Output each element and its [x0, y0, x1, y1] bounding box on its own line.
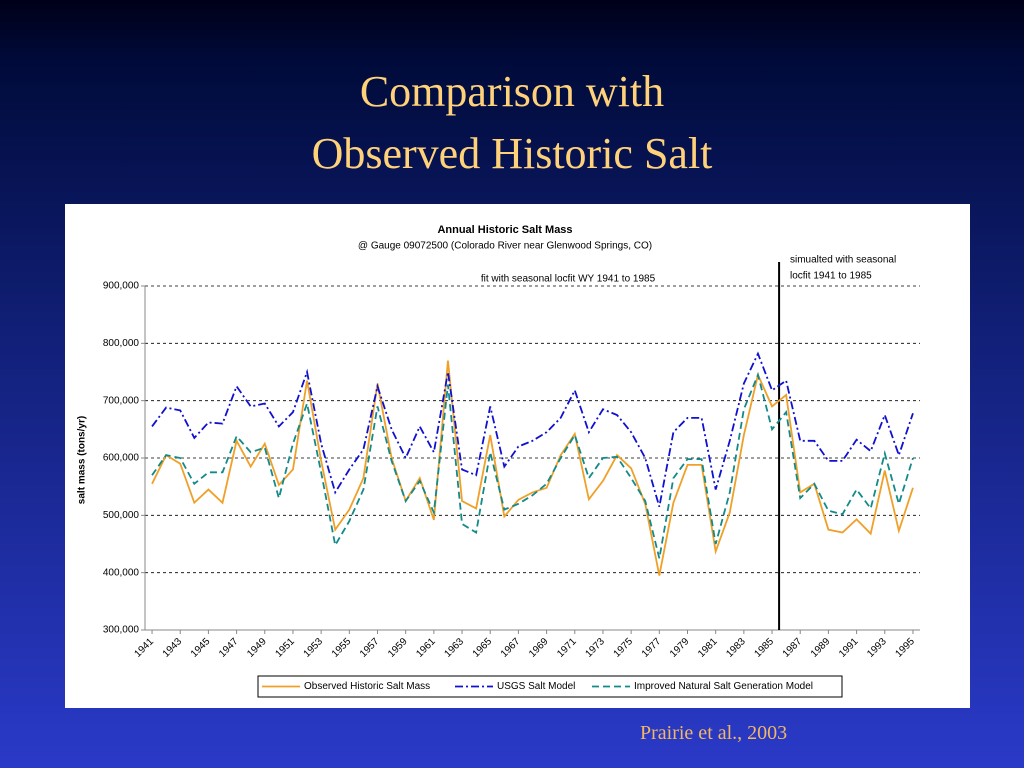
- series-line: [151, 351, 914, 507]
- x-tick-label: 1979: [668, 636, 692, 660]
- x-tick-label: 1985: [753, 636, 777, 660]
- x-tick-label: 1973: [583, 636, 607, 660]
- x-tick-label: 1961: [414, 636, 438, 660]
- annotation: fit with seasonal locfit WY 1941 to 1985: [481, 274, 656, 285]
- x-tick-label: 1977: [640, 636, 664, 660]
- x-tick-label: 1987: [781, 636, 805, 660]
- x-tick-label: 1949: [245, 636, 269, 660]
- x-tick-label: 1955: [330, 636, 354, 660]
- legend: [257, 675, 843, 698]
- x-tick-label: 1945: [189, 636, 213, 660]
- annotation: locfit 1941 to 1985: [790, 271, 872, 282]
- y-tick-label: 500,000: [103, 510, 140, 521]
- y-axis-label: salt mass (tons/yr): [77, 416, 88, 504]
- legend-label: USGS Salt Model: [497, 681, 575, 692]
- x-tick-label: 1951: [273, 636, 297, 660]
- legend-label: Observed Historic Salt Mass: [304, 681, 430, 692]
- chart-subtitle: @ Gauge 09072500 (Colorado River near Gl…: [358, 241, 652, 252]
- chart: Annual Historic Salt Mass @ Gauge 090725…: [65, 204, 970, 708]
- x-tick-label: 1941: [133, 636, 157, 660]
- y-tick-label: 900,000: [103, 281, 140, 292]
- x-tick-label: 1947: [217, 636, 241, 660]
- y-tick-label: 300,000: [103, 625, 140, 636]
- x-tick-label: 1989: [809, 636, 833, 660]
- legend-label: Improved Natural Salt Generation Model: [634, 681, 813, 692]
- annotation: simualted with seasonal: [790, 255, 896, 266]
- x-tick-label: 1995: [893, 636, 917, 660]
- x-tick-label: 1963: [443, 636, 467, 660]
- x-tick-label: 1959: [386, 636, 410, 660]
- chart-title: Annual Historic Salt Mass: [437, 224, 572, 236]
- x-tick-label: 1975: [612, 636, 636, 660]
- x-tick-label: 1971: [555, 636, 579, 660]
- slide-title: Comparison with: [359, 67, 665, 116]
- x-tick-label: 1993: [865, 636, 889, 660]
- y-tick-label: 700,000: [103, 395, 140, 406]
- x-tick-label: 1965: [471, 636, 495, 660]
- y-tick-label: 800,000: [103, 338, 140, 349]
- citation: Prairie et al., 2003: [640, 722, 788, 744]
- slide-title: Observed Historic Salt: [311, 129, 713, 178]
- series-line: [151, 360, 914, 576]
- x-tick-label: 1969: [527, 636, 551, 660]
- y-tick-label: 400,000: [103, 567, 140, 578]
- y-tick-label: 600,000: [103, 453, 140, 464]
- x-tick-label: 1953: [302, 636, 326, 660]
- series-line: [151, 372, 914, 559]
- x-tick-label: 1983: [724, 636, 748, 660]
- x-tick-label: 1957: [358, 636, 382, 660]
- x-tick-label: 1991: [837, 636, 861, 660]
- x-tick-label: 1981: [696, 636, 720, 660]
- x-tick-label: 1967: [499, 636, 523, 660]
- x-tick-label: 1943: [161, 636, 185, 660]
